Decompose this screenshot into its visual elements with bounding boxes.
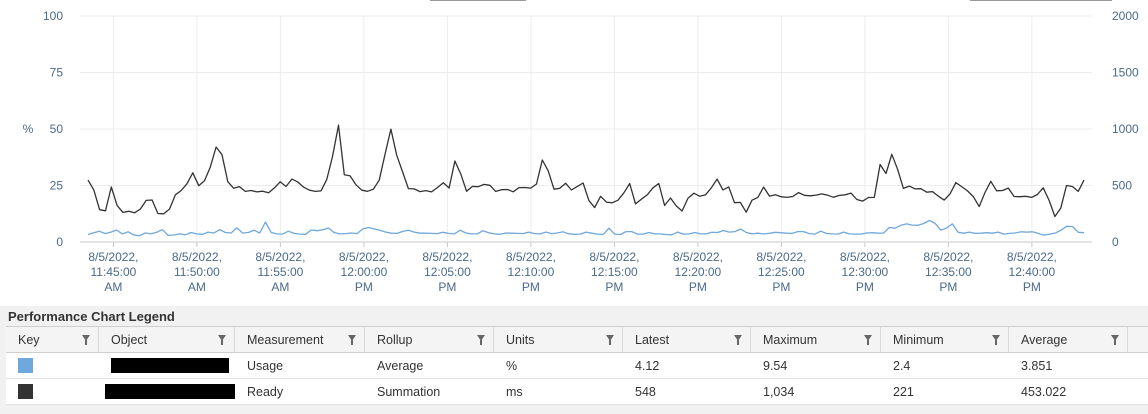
top-control-edge (970, 0, 1112, 1)
column-header-minimum[interactable]: Minimum (881, 327, 1009, 352)
average-cell: 3.851 (1021, 358, 1053, 373)
x-tick-label: 8/5/2022, 12:05:00 PM (422, 250, 472, 294)
series-line-ready (87, 124, 1085, 218)
latest-cell: 4.12 (635, 358, 660, 373)
x-tick-label: 8/5/2022, 11:50:00 AM (172, 250, 222, 294)
rollup-cell: Average (377, 358, 424, 373)
filter-icon[interactable] (82, 335, 90, 345)
units-cell: ms (506, 384, 523, 399)
legend-row-ready[interactable]: Ready Summation ms 548 1,034 221 453.022 (6, 379, 1148, 405)
minimum-cell: 2.4 (893, 358, 911, 373)
legend-title: Performance Chart Legend (8, 309, 175, 324)
average-cell: 453.022 (1021, 384, 1067, 399)
y-axis-label: % (23, 122, 34, 136)
redacted-object (105, 384, 235, 399)
minimum-cell: 221 (893, 384, 914, 399)
column-header-units[interactable]: Units (494, 327, 623, 352)
x-tick-label: 8/5/2022, 11:55:00 AM (255, 250, 305, 294)
x-tick-label: 8/5/2022, 12:15:00 PM (589, 250, 639, 294)
x-tick-label: 8/5/2022, 12:35:00 PM (923, 250, 973, 294)
y-left-tick-label: 100 (43, 9, 63, 23)
latest-cell: 548 (635, 384, 656, 399)
x-tick-label: 8/5/2022, 12:10:00 PM (506, 250, 556, 294)
series-color-swatch (18, 358, 33, 373)
x-tick-label: 8/5/2022, 11:45:00 AM (88, 250, 138, 294)
maximum-cell: 1,034 (763, 384, 795, 399)
maximum-cell: 9.54 (763, 358, 788, 373)
column-header-measurement[interactable]: Measurement (235, 327, 365, 352)
filter-icon[interactable] (477, 335, 485, 345)
series-color-swatch (18, 384, 33, 399)
y-right-tick-label: 1500 (1112, 66, 1139, 80)
series-line-usage (87, 219, 1085, 237)
legend-table: Key Object Measurement Rollup Units Late… (6, 326, 1148, 405)
column-header-maximum[interactable]: Maximum (751, 327, 881, 352)
y-right-tick-label: 500 (1112, 179, 1132, 193)
top-control-edge (430, 0, 526, 1)
x-tick-label: 8/5/2022, 12:00:00 PM (339, 250, 389, 294)
y-left-tick-label: 50 (50, 122, 64, 136)
y-right-tick-label: 2000 (1112, 9, 1139, 23)
rollup-cell: Summation (377, 384, 441, 399)
filter-icon[interactable] (1111, 335, 1119, 345)
y-left-tick-label: 75 (50, 66, 64, 80)
filter-icon[interactable] (218, 335, 226, 345)
legend-row-usage[interactable]: Usage Average % 4.12 9.54 2.4 3.851 (6, 353, 1148, 379)
column-header-rollup[interactable]: Rollup (365, 327, 494, 352)
filter-icon[interactable] (992, 335, 1000, 345)
measurement-cell: Ready (247, 384, 284, 399)
x-tick-label: 8/5/2022, 12:25:00 PM (756, 250, 806, 294)
column-header-object[interactable]: Object (99, 327, 235, 352)
filter-icon[interactable] (864, 335, 872, 345)
x-tick-label: 8/5/2022, 12:20:00 PM (673, 250, 723, 294)
measurement-cell: Usage (247, 358, 284, 373)
chart-svg: 0 0 25 500 50 1000 75 1500 100 2000 8/5/2022, 11:45… (23, 9, 1139, 294)
redacted-object (111, 358, 229, 373)
column-header-latest[interactable]: Latest (623, 327, 751, 352)
x-tick-label: 8/5/2022, 12:40:00 PM (1007, 250, 1057, 294)
filter-icon[interactable] (348, 335, 356, 345)
legend-header-row: Key Object Measurement Rollup Units Late… (6, 327, 1148, 353)
filter-icon[interactable] (734, 335, 742, 345)
y-left-tick-label: 25 (50, 179, 64, 193)
y-left-tick-label: 0 (56, 235, 63, 249)
y-right-tick-label: 0 (1112, 235, 1119, 249)
filter-icon[interactable] (606, 335, 614, 345)
column-header-average[interactable]: Average (1009, 327, 1128, 352)
performance-chart: 0 0 25 500 50 1000 75 1500 100 2000 8/5/2022, 11:45… (0, 0, 1148, 306)
x-tick-label: 8/5/2022, 12:30:00 PM (840, 250, 890, 294)
y-right-tick-label: 1000 (1112, 122, 1139, 136)
units-cell: % (506, 358, 518, 373)
column-header-key[interactable]: Key (6, 327, 99, 352)
